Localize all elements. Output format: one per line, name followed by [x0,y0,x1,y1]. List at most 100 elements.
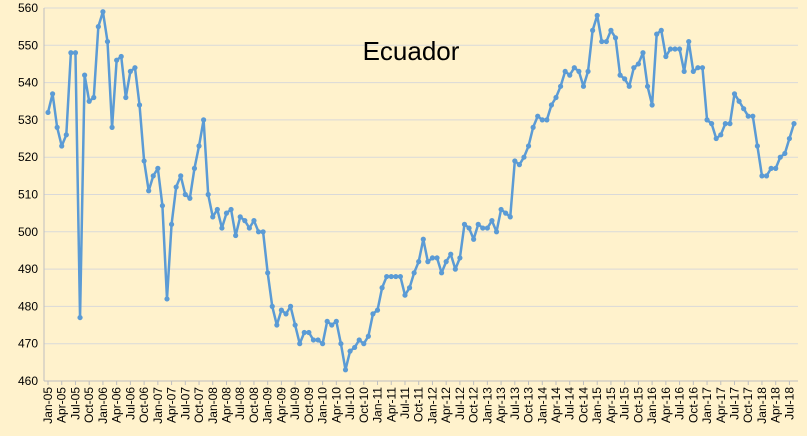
data-point [77,314,83,321]
data-point [617,72,623,78]
data-point [635,61,641,67]
data-point [159,203,166,209]
x-tick-label: Jul-18 [782,387,796,420]
data-point [379,285,385,291]
data-point [255,229,262,235]
x-tick-label: Jan-10 [316,387,330,424]
x-tick-label: Apr-11 [384,387,398,422]
y-tick-label: 530 [18,113,38,127]
x-tick-label: Oct-16 [686,387,700,423]
data-point [612,35,619,41]
data-point [274,322,280,328]
x-tick-label: Oct-05 [82,387,96,423]
x-tick-label: Jan-08 [206,387,220,424]
data-point [576,68,582,75]
data-point [631,65,637,71]
data-point [434,255,440,261]
series-ecuador [45,9,797,373]
x-tick-label: Jul-13 [508,387,522,420]
data-point [95,24,101,30]
data-point [452,266,458,272]
data-point [370,311,376,317]
data-point [704,117,710,123]
x-tick-label: Jan-17 [700,387,714,424]
x-tick-label: Jan-14 [535,387,549,424]
x-tick-label: Oct-10 [357,387,371,423]
data-point [219,225,225,231]
data-point [480,225,486,231]
x-tick-label: Jan-16 [645,387,659,424]
x-tick-label: Oct-15 [631,387,645,423]
data-point [265,270,271,276]
x-tick-label: Apr-15 [604,387,618,423]
data-point [187,195,193,201]
data-point [580,83,587,89]
x-tick-label: Jan-18 [755,387,769,424]
x-tick-label: Jul-08 [233,387,247,420]
data-point [676,46,683,52]
x-tick-label: Jan-09 [261,387,275,424]
x-tick-label: Jul-05 [68,387,82,420]
x-tick-label: Oct-08 [247,387,261,423]
data-point [539,117,545,123]
data-point [516,162,522,168]
data-point [425,259,431,265]
data-point [68,50,74,56]
data-point [82,72,88,78]
x-axis-tick-labels: Jan-05 Apr-05 Jul-05 Oct-05 Jan-06 Apr-06 Jul-… [41,381,796,424]
x-tick-label: Jan-15 [590,387,604,424]
data-point [530,124,536,130]
y-tick-label: 540 [18,76,38,90]
data-point [763,173,770,179]
y-tick-label: 490 [18,262,38,276]
y-tick-label: 470 [18,337,38,351]
data-point [342,367,349,373]
x-tick-label: Jan-11 [371,387,385,423]
data-point [548,102,555,108]
x-tick-label: Jan-06 [96,387,110,424]
data-point [416,259,422,265]
data-point [315,337,321,343]
data-point [754,143,760,149]
x-tick-label: Jul-07 [178,387,192,420]
data-point [393,273,399,280]
x-tick-label: Apr-09 [274,387,288,423]
data-point [489,218,495,224]
x-tick-label: Jul-14 [563,387,577,420]
data-point [141,158,147,164]
data-point [114,57,120,63]
y-tick-label: 560 [18,1,38,15]
data-point [791,121,797,127]
data-point [338,341,344,347]
data-point [493,229,500,235]
data-point [173,184,179,190]
data-point [503,210,509,216]
data-point [782,150,788,157]
data-point [164,296,170,302]
data-point [553,94,559,101]
data-point [251,218,257,224]
data-point [178,173,184,179]
data-point [132,65,138,71]
data-point [91,94,97,101]
data-point [525,143,532,149]
data-point [49,91,56,97]
data-point [402,292,408,298]
data-point [59,143,65,149]
data-point [599,38,605,45]
data-point [292,322,298,328]
chart-title: Ecuador [363,36,460,66]
data-point [306,329,312,336]
data-point [722,121,728,127]
data-point [585,68,591,75]
data-point [507,214,513,220]
gridlines [44,7,798,382]
x-tick-label: Oct-13 [522,387,536,423]
data-point [521,154,527,160]
data-point [658,27,664,33]
data-point [690,68,696,75]
data-point [196,143,202,149]
y-tick-label: 520 [18,150,38,164]
data-point [168,221,175,227]
